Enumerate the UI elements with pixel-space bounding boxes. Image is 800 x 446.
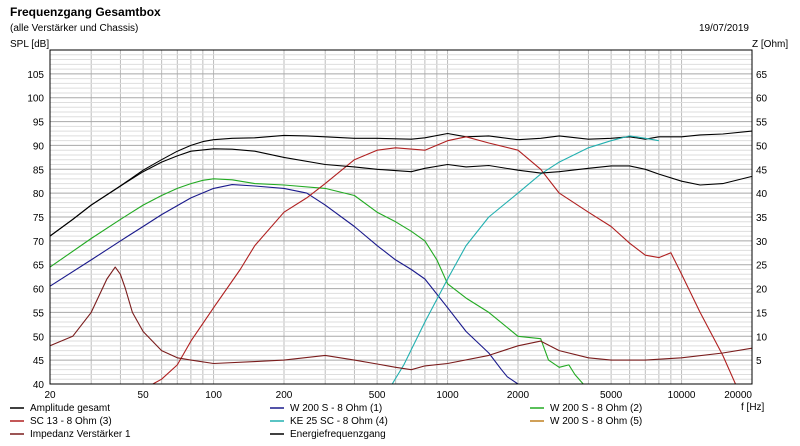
legend-entry: KE 25 SC - 8 Ohm (4): [290, 416, 388, 427]
series-line-2: [49, 184, 519, 385]
legend-entry: W 200 S - 8 Ohm (2): [550, 403, 642, 414]
series-line-1: [49, 130, 753, 237]
x-tick-label: 100: [205, 390, 222, 401]
y-tick-label: 75: [33, 213, 45, 224]
legend-entry: Amplitude gesamt: [30, 403, 110, 414]
y-tick-label: 100: [27, 94, 44, 105]
y-tick-label: 95: [33, 118, 45, 129]
y2-tick-label: 45: [756, 165, 768, 176]
y2-tick-label: 5: [756, 356, 762, 367]
legend-entry: Impedanz Verstärker 1: [30, 429, 131, 440]
y-axis-label: SPL [dB]: [10, 39, 49, 50]
y2-tick-label: 50: [756, 141, 768, 152]
y2-tick-label: 20: [756, 285, 768, 296]
y-tick-label: 80: [33, 189, 45, 200]
x-tick-label: 50: [138, 390, 150, 401]
x-tick-label: 500: [369, 390, 386, 401]
y-tick-label: 65: [33, 261, 45, 272]
y2-axis-label: Z [Ohm]: [752, 39, 788, 50]
series-line-7: [49, 266, 753, 371]
y2-tick-label: 55: [756, 118, 768, 129]
x-tick-label: 10000: [668, 390, 696, 401]
x-tick-label: 200: [276, 390, 293, 401]
plot-grid: [50, 50, 752, 384]
series-line-8: [49, 148, 753, 237]
series-line-3: [49, 178, 584, 385]
chart-subtitle: (alle Verstärker und Chassis): [10, 23, 138, 34]
series-line-4: [152, 136, 737, 385]
y-tick-label: 85: [33, 165, 45, 176]
axis-ticks: 40 45 50 55 60 65 70 75 80 85 90 95 100 105 5 10 15 20 25 3…: [27, 70, 767, 401]
x-axis-label: f [Hz]: [741, 402, 765, 413]
y-tick-label: 50: [33, 332, 45, 343]
y-tick-label: 60: [33, 285, 45, 296]
x-tick-label: 20: [44, 390, 56, 401]
y2-tick-label: 10: [756, 332, 768, 343]
y2-tick-label: 30: [756, 237, 768, 248]
chart-date: 19/07/2019: [699, 23, 749, 34]
x-tick-label: 1000: [436, 390, 459, 401]
y2-tick-label: 40: [756, 189, 768, 200]
y2-tick-label: 15: [756, 308, 768, 319]
legend: Amplitude gesamt W 200 S - 8 Ohm (1) W 200…: [10, 403, 642, 440]
x-tick-label: 20000: [724, 390, 752, 401]
legend-entry: SC 13 - 8 Ohm (3): [30, 416, 112, 427]
legend-entry: W 200 S - 8 Ohm (1): [290, 403, 382, 414]
y-tick-label: 55: [33, 308, 45, 319]
plot-series: [49, 130, 753, 385]
series-line-5: [391, 135, 659, 385]
legend-entry: Energiefrequenzgang: [290, 429, 386, 440]
y-tick-label: 40: [33, 380, 45, 391]
y-tick-label: 70: [33, 237, 45, 248]
y-tick-label: 105: [27, 70, 44, 81]
chart-title: Frequenzgang Gesamtbox: [10, 5, 161, 19]
y2-tick-label: 65: [756, 70, 768, 81]
y2-tick-label: 60: [756, 94, 768, 105]
x-tick-label: 2000: [507, 390, 530, 401]
y2-tick-label: 35: [756, 213, 768, 224]
legend-entry: W 200 S - 8 Ohm (5): [550, 416, 642, 427]
y-tick-label: 90: [33, 141, 45, 152]
y2-tick-label: 25: [756, 261, 768, 272]
x-tick-label: 5000: [600, 390, 623, 401]
y-tick-label: 45: [33, 356, 45, 367]
plot-frame: [49, 49, 753, 385]
